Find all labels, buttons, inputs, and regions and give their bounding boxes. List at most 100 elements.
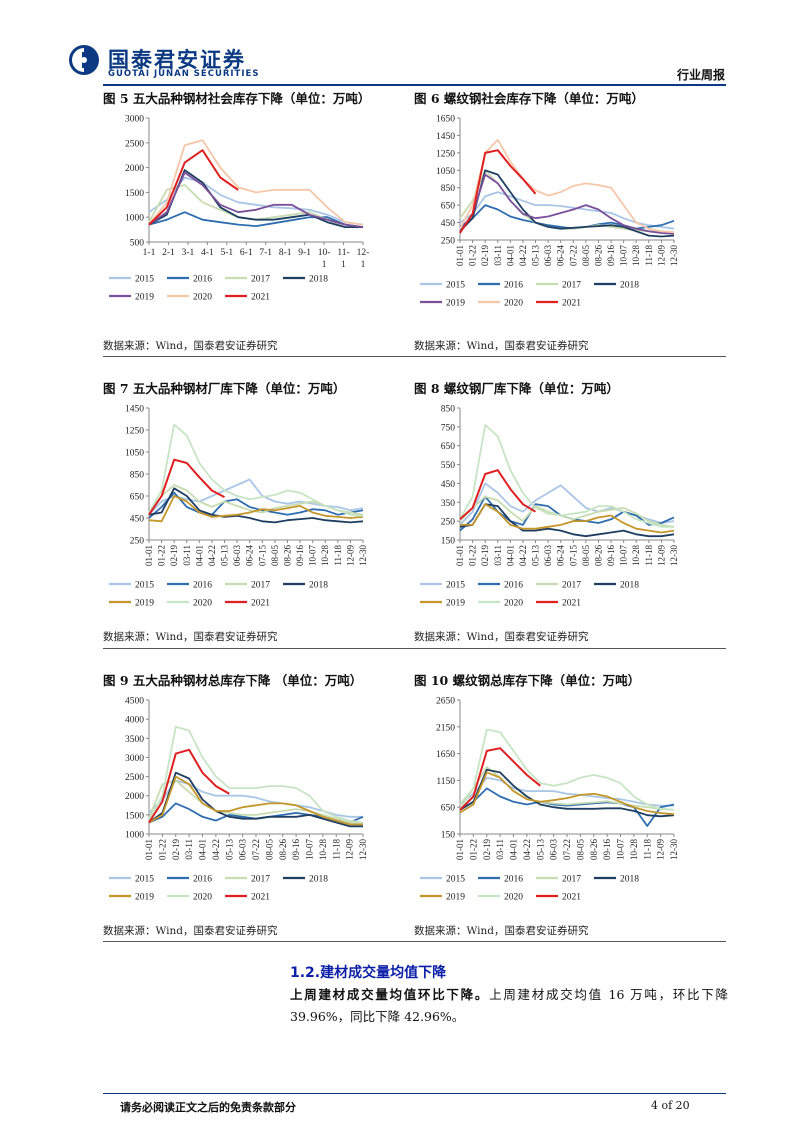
series-line-2018: [148, 169, 363, 228]
legend-label-2018: 2018: [620, 875, 639, 885]
series-line-2015: [459, 776, 674, 807]
legend-label-2021: 2021: [562, 299, 581, 309]
legend-label-2015: 2015: [446, 581, 465, 591]
series-line-2016: [148, 491, 364, 519]
x-tick-label: 03-11: [182, 545, 192, 566]
y-tick-label: 3000: [125, 115, 144, 125]
x-tick-label: 08-05: [581, 545, 591, 566]
y-tick-label: 250: [441, 237, 456, 247]
legend-label-2017: 2017: [562, 281, 581, 291]
y-tick-label: 350: [441, 499, 456, 509]
x-tick-label: 03-11: [493, 245, 503, 266]
y-tick-label: 550: [441, 461, 456, 471]
x-tick-label: 04-22: [518, 245, 528, 266]
x-tick-label: 05-13: [224, 839, 234, 860]
series-line-2020: [459, 138, 675, 234]
legend-label-2018: 2018: [309, 581, 328, 591]
footer-divider: [103, 1093, 726, 1094]
report-type: 行业周报: [676, 68, 725, 82]
legend-label-2015: 2015: [135, 875, 154, 885]
y-tick-label: 850: [441, 405, 456, 415]
series-line-2021: [459, 469, 537, 521]
x-tick-label: 3-1: [182, 248, 195, 258]
legend-label-2017: 2017: [251, 275, 270, 285]
x-tick-label: 06-24: [556, 245, 566, 266]
page-number: 4 of 20: [651, 1099, 690, 1112]
x-tick-label: 12-30: [669, 839, 679, 860]
y-tick-label: 1650: [436, 750, 455, 760]
section-title: 1.2.建材成交量均值下降: [290, 965, 447, 981]
legend-label-2016: 2016: [504, 875, 523, 885]
figure-10: 图 10 螺纹钢总库存下降（单位：万吨） 2650 2150 1650 1150 650…: [414, 670, 724, 940]
x-tick-label: 10-07: [619, 545, 629, 566]
x-tick-label: 10-28: [318, 839, 328, 860]
series-line-2020: [148, 423, 364, 517]
x-tick-label: 08-26: [278, 839, 288, 860]
x-tick-label: 04-22: [211, 839, 221, 860]
legend-label-2019: 2019: [135, 293, 154, 303]
y-tick-label: 1500: [125, 811, 144, 821]
x-tick-label-line2: 1: [341, 260, 346, 270]
y-tick-label: 3000: [125, 754, 144, 764]
legend-label-2020: 2020: [193, 893, 212, 903]
series-line-2016: [148, 211, 364, 228]
x-tick-label: 12-30: [669, 545, 679, 566]
paragraph-lead: 上周建材成交量均值环比下降。: [290, 987, 490, 1002]
x-tick-label: 06-03: [549, 839, 559, 860]
y-tick-label: 4500: [125, 697, 144, 707]
x-tick-label: 02-19: [480, 245, 490, 266]
x-tick-label: 01-01: [144, 839, 154, 860]
x-tick-label: 4-1: [201, 248, 214, 258]
x-tick-label: 10-07: [616, 839, 626, 860]
x-tick-label: 11-18: [331, 839, 341, 860]
legend-label-2019: 2019: [135, 893, 154, 903]
series-line-2016: [459, 495, 675, 532]
y-tick-label: 2650: [436, 697, 455, 707]
company-name-en: GUOTAI JUNAN SECURITIES: [108, 69, 260, 79]
x-tick-label: 04-22: [518, 545, 528, 566]
x-tick-label: 01-01: [455, 545, 465, 566]
x-tick-label: 10-28: [631, 545, 641, 566]
series-line-2016: [459, 787, 675, 827]
section-paragraph: 上周建材成交量均值环比下降。上周建材成交均值 16 万吨，环比下降 39.96%…: [290, 984, 728, 1028]
y-tick-label: 250: [441, 518, 456, 528]
x-tick-label: 08-26: [593, 245, 603, 266]
x-tick-label: 08-05: [581, 245, 591, 266]
x-tick-label: 12-09: [656, 545, 666, 566]
x-tick-label: 01-22: [157, 839, 167, 860]
legend-label-2016: 2016: [193, 581, 212, 591]
x-tick-label: 10-28: [631, 245, 641, 266]
x-tick-label: 05-13: [531, 245, 541, 266]
x-tick-label: 08-05: [264, 839, 274, 860]
legend-label-2021: 2021: [251, 599, 270, 609]
legend-label-2019: 2019: [135, 599, 154, 609]
x-tick-label: 08-05: [575, 839, 585, 860]
x-tick-label: 03-11: [495, 839, 505, 860]
x-tick-label: 11-18: [333, 545, 343, 566]
x-tick-label: 05-13: [220, 545, 230, 566]
x-tick-label: 09-16: [291, 839, 301, 860]
page-header: 国泰君安证券 GUOTAI JUNAN SECURITIES 行业周报: [0, 0, 793, 88]
figure-source: 数据来源：Wind，国泰君安证券研究: [103, 925, 278, 937]
y-tick-label: 1450: [125, 405, 144, 415]
legend-label-2019: 2019: [446, 599, 465, 609]
row-divider: [103, 648, 726, 649]
x-tick-label: 12-30: [358, 839, 368, 860]
x-tick-label: 10-07: [619, 245, 629, 266]
y-tick-label: 450: [441, 480, 456, 490]
y-tick-label: 1000: [125, 214, 144, 224]
legend-label-2019: 2019: [446, 299, 465, 309]
x-tick-label: 01-01: [455, 245, 465, 266]
x-tick-label: 10-28: [320, 545, 330, 566]
x-tick-label: 1-1: [143, 248, 156, 258]
series-line-2019: [460, 503, 675, 534]
y-tick-label: 1150: [436, 777, 455, 787]
x-tick-label: 02-19: [482, 839, 492, 860]
x-tick-label: 10-28: [629, 839, 639, 860]
figure-source: 数据来源：Wind，国泰君安证券研究: [414, 925, 589, 937]
x-tick-label: 10-07: [305, 839, 315, 860]
figure-8: 图 8 螺纹钢厂库下降（单位：万吨） 850 750 650 550 450 350 250…: [414, 378, 724, 648]
